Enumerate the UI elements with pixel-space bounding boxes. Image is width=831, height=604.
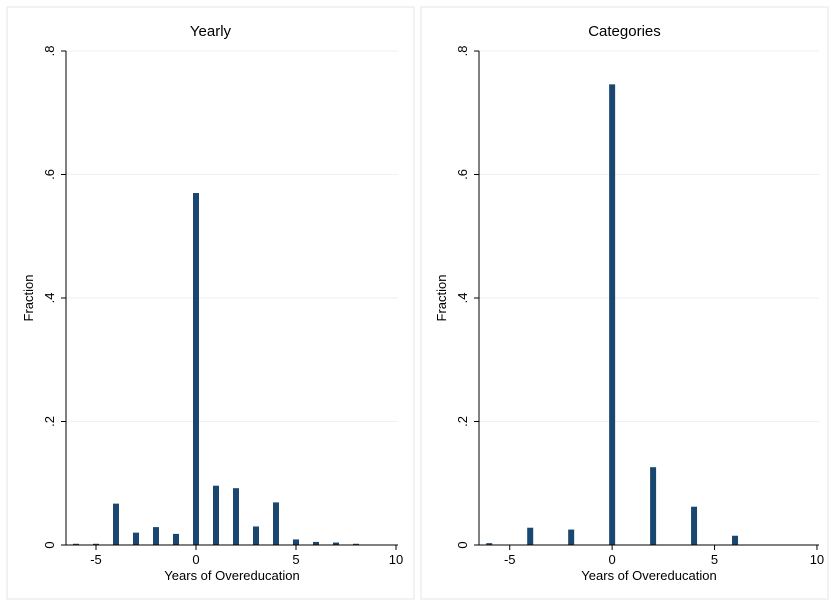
bar bbox=[313, 541, 319, 545]
bar bbox=[113, 503, 119, 545]
bar bbox=[273, 502, 279, 545]
bar bbox=[133, 532, 139, 545]
y-axis-label: Fraction bbox=[21, 275, 36, 322]
y-tick-label: .6 bbox=[42, 169, 57, 180]
bar bbox=[193, 193, 199, 545]
bar bbox=[650, 467, 657, 545]
bar bbox=[253, 526, 259, 545]
x-tick-label: 0 bbox=[192, 552, 199, 567]
x-tick-label: -5 bbox=[90, 552, 102, 567]
bar bbox=[333, 542, 339, 545]
chart-panel-2: 0 .2 .4 .6 .8 -5 0 5 10 Categories Years of Overed… bbox=[420, 6, 829, 600]
panel-frame bbox=[6, 6, 415, 600]
y-axis-label: Fraction bbox=[434, 275, 449, 322]
x-tick-label: 5 bbox=[711, 552, 718, 567]
y-tick-label: .4 bbox=[42, 293, 57, 304]
chart-panel-1: 0 .2 .4 .6 .8 -5 0 5 10 Yearly Years of Overeducat… bbox=[6, 6, 415, 600]
x-tick-label: 0 bbox=[609, 552, 616, 567]
y-tick-label: .8 bbox=[42, 46, 57, 57]
bar bbox=[732, 535, 739, 545]
bar bbox=[173, 533, 179, 545]
bar bbox=[153, 527, 159, 545]
y-tick-label: 0 bbox=[42, 541, 57, 548]
x-tick-label: 10 bbox=[389, 552, 403, 567]
y-tick-label: .2 bbox=[455, 416, 470, 427]
y-tick-label: 0 bbox=[455, 541, 470, 548]
x-axis-label: Years of Overeducation bbox=[581, 568, 716, 583]
bar bbox=[233, 488, 239, 545]
bar bbox=[486, 543, 493, 545]
bar bbox=[353, 543, 359, 545]
x-tick-label: 5 bbox=[292, 552, 299, 567]
bar bbox=[568, 529, 575, 545]
bar bbox=[527, 527, 534, 545]
x-tick-label: -5 bbox=[504, 552, 516, 567]
bar bbox=[213, 485, 219, 545]
x-axis-label: Years of Overeducation bbox=[164, 568, 299, 583]
chart-title: Yearly bbox=[190, 23, 232, 40]
y-tick-label: .2 bbox=[42, 416, 57, 427]
x-tick-label: 10 bbox=[810, 552, 824, 567]
y-tick-label: .6 bbox=[455, 169, 470, 180]
bar bbox=[293, 539, 299, 545]
y-tick-label: .4 bbox=[455, 293, 470, 304]
bar bbox=[691, 506, 698, 545]
y-tick-label: .8 bbox=[455, 46, 470, 57]
bar bbox=[73, 543, 79, 545]
panel-frame bbox=[420, 6, 829, 600]
bar bbox=[609, 84, 616, 545]
bar bbox=[93, 543, 99, 545]
chart-title: Categories bbox=[588, 23, 661, 40]
